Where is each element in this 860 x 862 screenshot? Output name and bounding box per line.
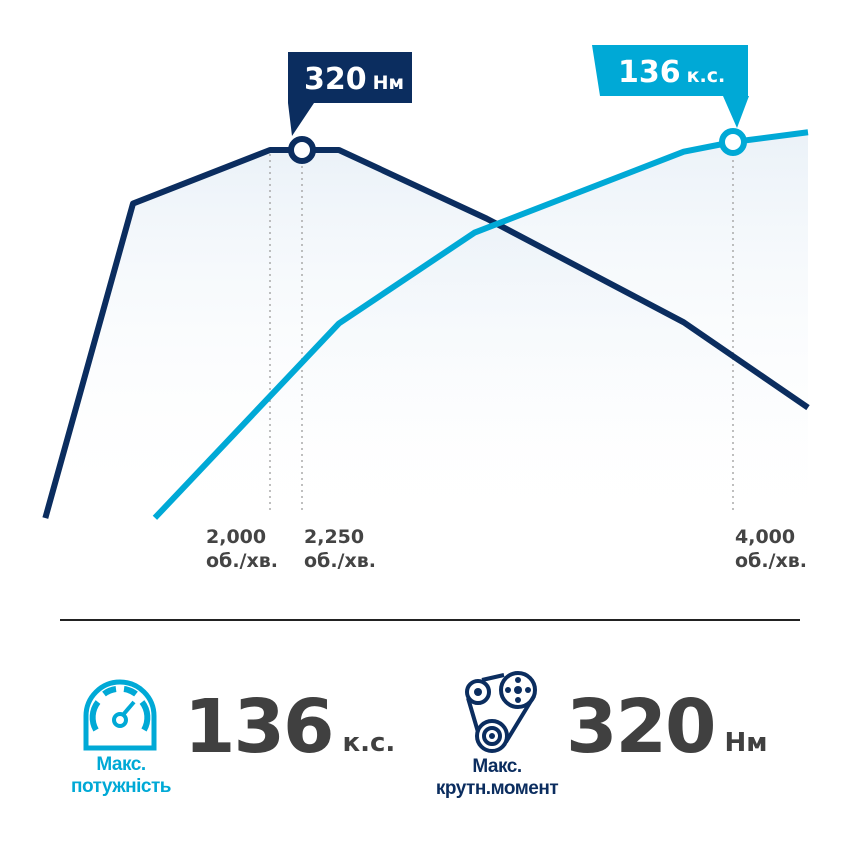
torque-peak-marker [288, 136, 316, 164]
torque-callout-box [288, 52, 412, 136]
power-area [154, 132, 809, 518]
power-callout-label: 136 к.с. [618, 55, 725, 90]
torque-unit: Нм [724, 728, 768, 758]
torque-stat: 320 Нм [566, 690, 767, 764]
x-tick-label: 4,000 [735, 526, 795, 548]
power-caption: Макс. потужність [58, 754, 184, 798]
x-tick-unit: об./хв. [735, 550, 807, 572]
torque-value: 320 [566, 684, 716, 770]
torque-callout-label: 320 Нм [304, 62, 404, 97]
torque-caption-line2: крутн.момент [435, 778, 559, 799]
power-unit: к.с. [342, 728, 396, 758]
x-tick-label: 2,250 [304, 526, 364, 548]
torque-caption-line1: Макс. [472, 756, 522, 777]
power-peak-marker [719, 128, 747, 156]
belt-pulley-icon [465, 671, 537, 753]
x-tick-unit: об./хв. [304, 550, 376, 572]
power-caption-line1: Макс. [96, 754, 146, 775]
torque-line [42, 147, 810, 519]
speedometer-icon [83, 679, 157, 751]
x-tick-label: 2,000 [206, 526, 266, 548]
torque-caption: Макс. крутн.момент [412, 756, 582, 800]
power-value: 136 [184, 684, 334, 770]
power-stat: 136 к.с. [184, 690, 395, 764]
power-callout-box [592, 45, 749, 128]
x-tick-unit: об./хв. [206, 550, 278, 572]
divider [60, 619, 800, 621]
power-caption-line2: потужність [71, 776, 171, 797]
